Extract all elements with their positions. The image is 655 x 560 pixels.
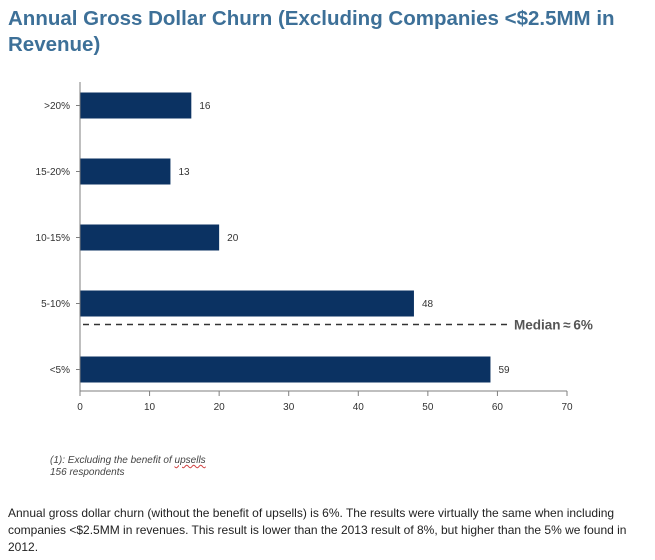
x-tick-label: 60 — [492, 402, 504, 413]
category-labels: >20% 15-20% 10-15% 5-10% <5% — [36, 101, 71, 376]
data-label: 20 — [227, 233, 239, 244]
bars-group — [80, 92, 491, 383]
footnote-underlined-word: upsells — [174, 455, 206, 466]
bar — [80, 356, 491, 383]
x-tick-label: 0 — [77, 402, 83, 413]
caption-paragraph: Annual gross dollar churn (without the b… — [8, 506, 627, 554]
data-label: 13 — [178, 167, 190, 178]
data-label: 59 — [498, 365, 510, 376]
x-axis: 0 10 20 30 40 50 60 70 — [76, 82, 573, 413]
bar-chart: >20% 15-20% 10-15% 5-10% <5% 16 13 20 48 59 0 10 2… — [36, 82, 593, 413]
category-label: 10-15% — [36, 233, 71, 244]
bar — [80, 92, 192, 119]
median-label: Median ≈ 6% — [514, 318, 593, 333]
value-labels: 16 13 20 48 59 — [178, 101, 510, 376]
data-label: 16 — [199, 101, 211, 112]
x-tick-label: 30 — [283, 402, 295, 413]
x-tick-label: 40 — [353, 402, 365, 413]
bar — [80, 290, 414, 317]
category-label: >20% — [44, 101, 70, 112]
footnote-line-2: 156 respondents — [50, 467, 125, 478]
category-label: 15-20% — [36, 167, 71, 178]
x-tick-label: 10 — [144, 402, 156, 413]
chart-title: Annual Gross Dollar Churn (Excluding Com… — [8, 7, 615, 56]
x-tick-label: 20 — [214, 402, 226, 413]
x-tick-label: 50 — [422, 402, 434, 413]
median-annotation: Median ≈ 6% — [83, 318, 593, 333]
data-label: 48 — [422, 299, 434, 310]
bar — [80, 224, 220, 251]
category-label: 5-10% — [41, 299, 70, 310]
footnote: (1): Excluding the benefit of upsells 15… — [50, 455, 206, 479]
category-label: <5% — [50, 365, 70, 376]
x-tick-label: 70 — [561, 402, 573, 413]
footnote-line-1: (1): Excluding the benefit of upsells — [50, 455, 206, 467]
bar — [80, 158, 171, 185]
footnote-prefix: (1): Excluding the benefit of — [50, 455, 175, 466]
